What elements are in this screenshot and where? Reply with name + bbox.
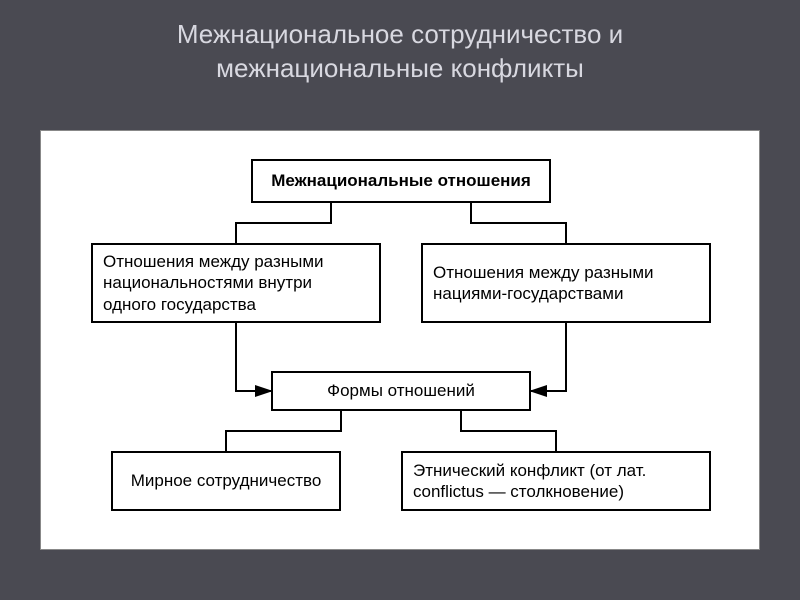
node-right1: Отношения между разными нациями-государс… (421, 243, 711, 323)
edge-right1-forms (531, 323, 566, 391)
node-right2: Этнический конфликт (от лат. conflictus … (401, 451, 711, 511)
edge-top-right1 (471, 203, 566, 243)
title-line-2: межнациональные конфликты (60, 52, 740, 86)
node-left1: Отношения между разными национальностями… (91, 243, 381, 323)
node-top: Межнациональные отношения (251, 159, 551, 203)
edge-forms-left2 (226, 411, 341, 451)
slide: Межнациональное сотрудничество и межнаци… (0, 0, 800, 600)
edge-left1-forms (236, 323, 271, 391)
slide-title: Межнациональное сотрудничество и межнаци… (0, 0, 800, 86)
node-left2: Мирное сотрудничество (111, 451, 341, 511)
node-forms: Формы отношений (271, 371, 531, 411)
title-line-1: Межнациональное сотрудничество и (177, 19, 623, 49)
edge-top-left1 (236, 203, 331, 243)
edge-forms-right2 (461, 411, 556, 451)
diagram-area: Межнациональные отношения Отношения между… (40, 130, 760, 550)
